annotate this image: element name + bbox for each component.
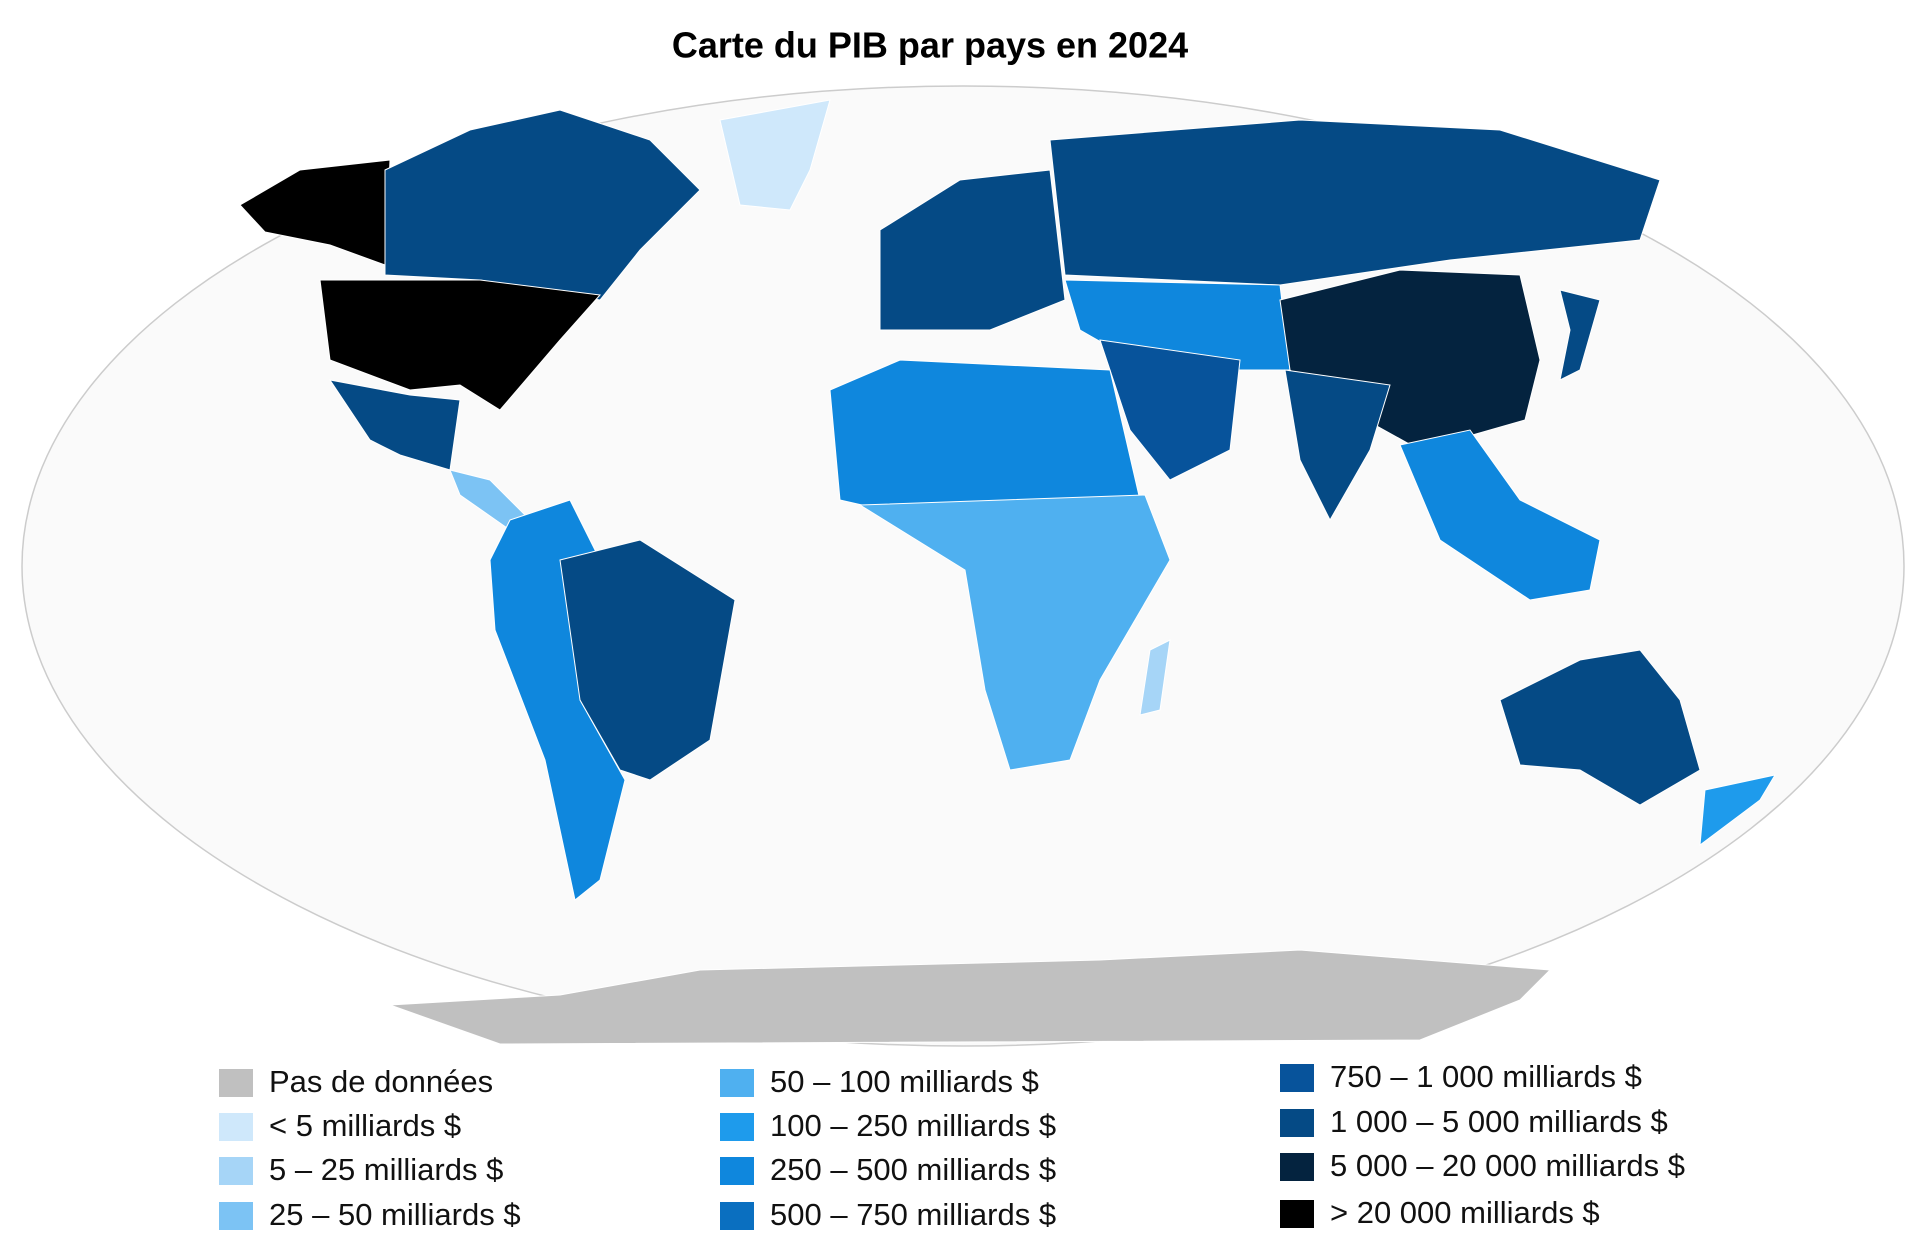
antarctica [389,949,1552,1045]
legend-label: 1 000 – 5 000 milliards $ [1330,1104,1668,1139]
legend-label: 100 – 250 milliards $ [770,1108,1056,1143]
canada [384,109,701,301]
legend-swatch [219,1157,253,1185]
legend-label: 750 – 1 000 milliards $ [1330,1059,1642,1094]
legend-swatch [219,1202,253,1230]
map-title: Carte du PIB par pays en 2024 [672,25,1188,66]
legend-label: 5 000 – 20 000 milliards $ [1330,1148,1685,1183]
sub-saharan-africa [858,494,1171,771]
legend-label: 5 – 25 milliards $ [269,1152,503,1187]
legend-label: < 5 milliards $ [269,1108,461,1143]
europe [879,169,1066,331]
legend-label: 250 – 500 milliards $ [770,1152,1056,1187]
madagascar [1139,639,1171,716]
brazil [559,539,736,781]
southeast-asia [1399,429,1601,601]
australia [1499,649,1701,806]
legend-swatch [219,1113,253,1141]
japan [1559,289,1601,381]
legend-swatch [720,1113,754,1141]
legend-swatch [1280,1064,1314,1092]
legend-swatch [219,1069,253,1097]
legend-swatch [1280,1200,1314,1228]
legend-label: 50 – 100 milliards $ [770,1064,1039,1099]
legend: Pas de données < 5 milliards $ 5 – 25 mill… [219,1059,1685,1232]
legend-swatch [720,1069,754,1097]
india [1284,369,1391,522]
greenland [719,99,831,211]
legend-label: 25 – 50 milliards $ [269,1197,521,1232]
legend-swatch [1280,1153,1314,1181]
legend-label: 500 – 750 milliards $ [770,1197,1056,1232]
legend-swatch [1280,1109,1314,1137]
legend-label: Pas de données [269,1064,493,1099]
new-zealand [1699,774,1777,847]
countries [239,99,1777,1045]
middle-east [1099,339,1241,481]
usa [319,279,602,411]
russia [1049,119,1661,286]
legend-label: > 20 000 milliards $ [1330,1195,1600,1230]
legend-swatch [720,1157,754,1185]
legend-swatch [720,1202,754,1230]
